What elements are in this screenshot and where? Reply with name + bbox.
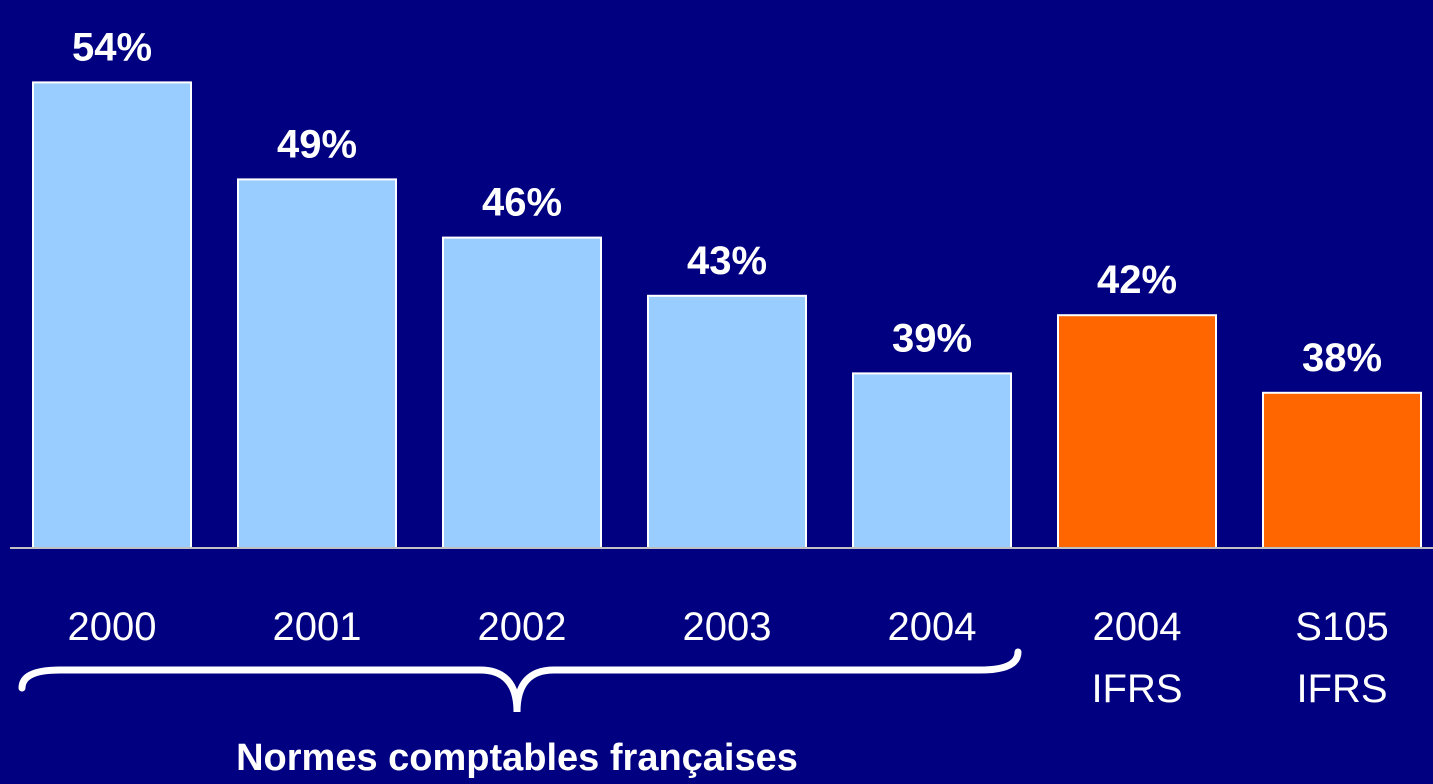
x-tick-label: 2004 IFRS xyxy=(1091,605,1182,711)
value-label: 54% xyxy=(72,25,152,69)
x-tick-label: 2001 xyxy=(273,605,362,649)
bar xyxy=(647,294,807,549)
bar xyxy=(852,372,1012,549)
annotation: Normes comptables françaises xyxy=(236,737,798,779)
value-label: 42% xyxy=(1097,258,1177,302)
value-label: 39% xyxy=(892,316,972,360)
x-tick-label: S105 IFRS xyxy=(1295,605,1388,711)
bar xyxy=(442,236,602,549)
value-label: 43% xyxy=(687,239,767,283)
value-label: 46% xyxy=(482,181,562,225)
value-label: 38% xyxy=(1302,336,1382,380)
x-tick-label: 2003 xyxy=(683,605,772,649)
bar xyxy=(1057,314,1217,550)
brace xyxy=(18,648,1022,713)
bar xyxy=(32,81,192,550)
x-tick-label: 2004 xyxy=(888,605,977,649)
value-label: 49% xyxy=(277,122,357,166)
bar xyxy=(237,178,397,549)
x-tick-label: 2002 xyxy=(478,605,567,649)
bar xyxy=(1262,391,1422,549)
x-tick-label: 2000 xyxy=(68,605,157,649)
